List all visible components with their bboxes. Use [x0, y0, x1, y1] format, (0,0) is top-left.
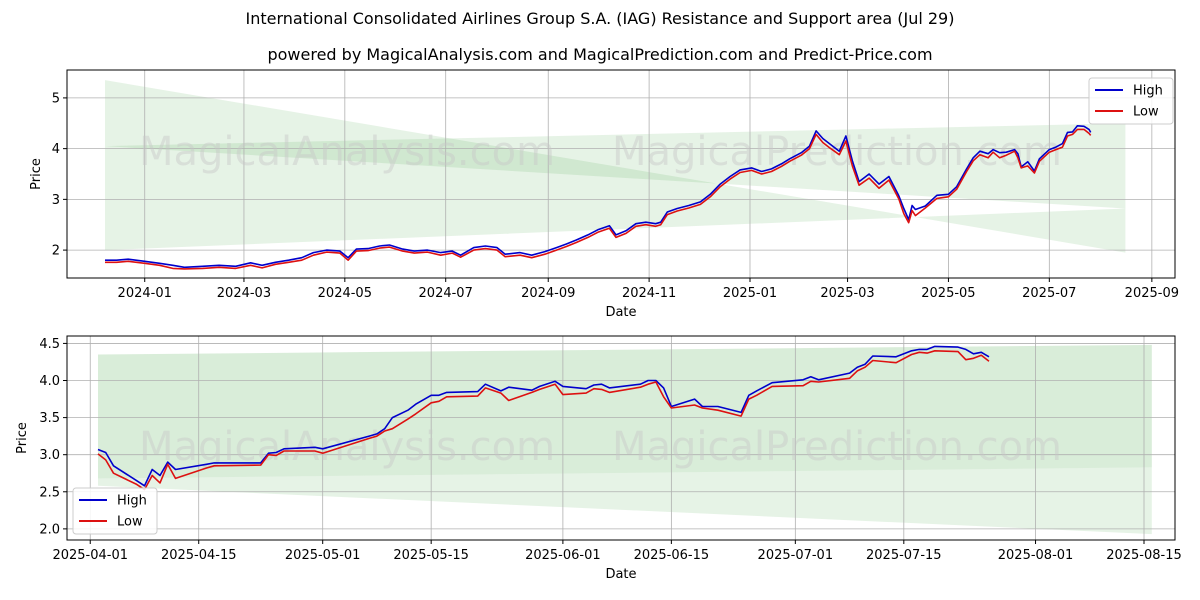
x-tick-label: 2025-07	[1022, 286, 1076, 301]
x-axis-label: Date	[605, 305, 636, 320]
x-tick-label: 2025-05-15	[393, 548, 469, 563]
y-tick-label: 3.0	[39, 448, 60, 463]
chart-panel-2: MagicalAnalysis.com MagicalPrediction.com…	[15, 335, 1182, 582]
x-tick-label: 2024-01	[118, 286, 172, 301]
y-tick-label: 3	[52, 193, 60, 208]
series-line-high	[105, 125, 1092, 269]
x-tick-label: 2025-08-15	[1106, 548, 1182, 563]
x-tick-label: 2024-09	[521, 286, 575, 301]
x-tick-label: 2025-04-15	[161, 548, 237, 563]
x-tick-label: 2025-05-01	[285, 548, 361, 563]
x-tick-label: 2025-08-01	[998, 548, 1074, 563]
support-band-2	[105, 123, 1126, 209]
legend-label-low: Low	[1133, 105, 1159, 120]
y-tick-label: 4.0	[39, 374, 60, 389]
x-tick-label: 2024-07	[419, 286, 473, 301]
chart-panel-1: MagicalAnalysis.com MagicalPrediction.com…	[29, 69, 1179, 320]
y-axis-label: Price	[15, 422, 30, 454]
series-line-low	[97, 350, 990, 491]
y-tick-label: 2	[52, 244, 60, 259]
legend-label-low: Low	[117, 515, 143, 530]
x-tick-label: 2025-07-01	[758, 548, 834, 563]
x-axis-label: Date	[605, 567, 636, 582]
legend: High Low	[72, 487, 158, 535]
chart-subtitle: powered by MagicalAnalysis.com and Magic…	[267, 45, 933, 64]
x-tick-label: 2025-04-01	[52, 548, 128, 563]
legend-label-high: High	[117, 494, 147, 509]
x-tick-label: 2024-11	[622, 286, 676, 301]
support-band-1	[105, 80, 1126, 253]
x-tick-label: 2025-06-01	[525, 548, 601, 563]
series-line-high	[97, 345, 990, 487]
x-tick-label: 2025-03	[820, 286, 874, 301]
legend-label-high: High	[1133, 84, 1163, 99]
x-tick-label: 2025-06-15	[634, 548, 710, 563]
y-tick-label: 2.5	[39, 485, 60, 500]
y-tick-label: 4.5	[39, 337, 60, 352]
x-tick-label: 2024-05	[318, 286, 372, 301]
legend: High Low	[1088, 77, 1174, 125]
plot-frame	[66, 335, 1176, 541]
x-tick-label: 2025-07-15	[866, 548, 942, 563]
watermark-left: MagicalAnalysis.com	[139, 424, 555, 470]
y-tick-label: 2.0	[39, 522, 60, 537]
watermark-right: MagicalPrediction.com	[612, 424, 1062, 470]
x-tick-label: 2024-03	[217, 286, 271, 301]
support-band-1	[98, 344, 1152, 479]
support-band-2	[98, 467, 1152, 535]
y-tick-label: 5	[52, 91, 60, 106]
x-tick-label: 2025-01	[723, 286, 777, 301]
watermark-left: MagicalAnalysis.com	[139, 129, 555, 175]
y-axis-label: Price	[29, 158, 44, 190]
y-tick-label: 4	[52, 142, 60, 157]
watermark-right: MagicalPrediction.com	[612, 129, 1062, 175]
y-tick-label: 3.5	[39, 411, 60, 426]
series-line-low	[105, 128, 1092, 270]
x-tick-label: 2025-09	[1125, 286, 1179, 301]
plot-frame	[66, 69, 1176, 279]
chart-title: International Consolidated Airlines Grou…	[245, 9, 955, 28]
x-tick-label: 2025-05	[921, 286, 975, 301]
